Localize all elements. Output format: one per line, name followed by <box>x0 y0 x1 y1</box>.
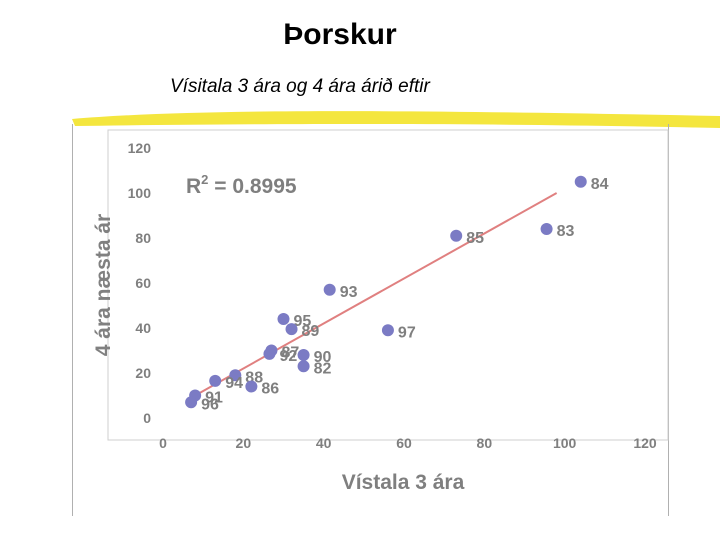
data-point-label: 96 <box>201 396 219 413</box>
data-point-label: 95 <box>294 313 312 330</box>
slide-subtitle: Vísitala 3 ára og 4 ára árið eftir <box>170 76 430 97</box>
data-point <box>209 374 222 387</box>
data-point <box>229 369 242 382</box>
x-tick-label: 120 <box>633 435 657 451</box>
y-tick-label: 100 <box>128 185 152 201</box>
x-tick-label: 100 <box>553 435 577 451</box>
data-point <box>297 360 310 373</box>
slide-title: Þorskur <box>283 18 397 51</box>
data-point-label: 89 <box>302 323 320 340</box>
highlight-brush-stroke <box>72 111 720 128</box>
data-point <box>381 324 394 337</box>
data-point <box>323 283 336 296</box>
y-tick-label: 60 <box>135 275 151 291</box>
data-point-label: 82 <box>314 360 332 377</box>
x-tick-label: 80 <box>477 435 493 451</box>
data-point-label: 90 <box>314 349 332 366</box>
data-point-label: 83 <box>557 223 575 240</box>
data-point <box>263 347 276 360</box>
data-point-label: 85 <box>466 230 484 247</box>
y-tick-label: 20 <box>135 365 151 381</box>
data-point <box>574 175 587 188</box>
data-point-label: 94 <box>225 375 243 392</box>
data-point <box>185 396 198 409</box>
data-point <box>540 223 553 235</box>
frame-left-border <box>72 124 73 516</box>
x-tick-label: 60 <box>396 435 412 451</box>
data-point-label: 97 <box>398 324 416 341</box>
y-tick-label: 0 <box>143 410 151 426</box>
r-squared-annotation: R2 = 0.8995 <box>186 172 297 198</box>
x-tick-label: 20 <box>236 435 252 451</box>
data-point-label: 86 <box>261 381 279 398</box>
data-point <box>277 313 290 325</box>
trendline <box>190 192 558 399</box>
data-point-label: 87 <box>281 345 299 362</box>
data-point-label: 93 <box>340 284 358 301</box>
data-point <box>285 323 298 336</box>
x-tick-label: 40 <box>316 435 332 451</box>
data-point <box>245 380 258 393</box>
data-point <box>297 349 310 361</box>
data-point <box>450 229 463 242</box>
x-tick-label: 0 <box>159 435 167 451</box>
x-axis-title: Vístala 3 ára <box>342 471 465 494</box>
y-tick-label: 80 <box>135 230 151 246</box>
data-point-label: 92 <box>279 348 297 365</box>
data-point-label: 84 <box>591 176 609 193</box>
y-tick-label: 120 <box>128 140 152 156</box>
y-axis-title: 4 ára næsta ár <box>92 214 115 356</box>
data-point-label: 91 <box>205 390 223 407</box>
y-tick-label: 40 <box>135 320 151 336</box>
plot-area-frame <box>107 129 669 441</box>
